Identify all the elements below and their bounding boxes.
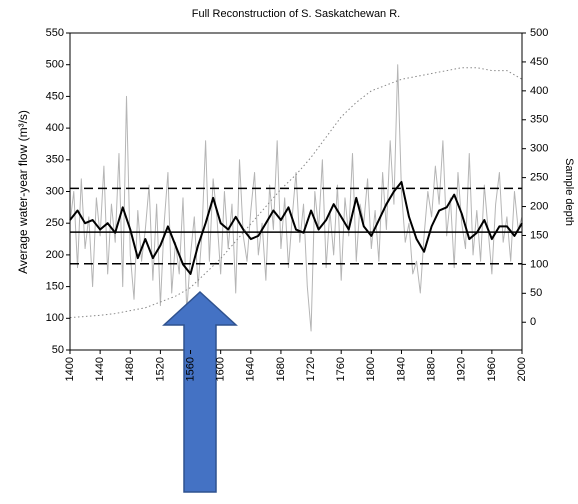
y-axis-label: Average water-year flow (m³/s) [16, 110, 30, 274]
y-tick-label: 150 [46, 281, 64, 293]
y2-axis-label: Sample depth [563, 158, 575, 226]
chart-title: Full Reconstruction of S. Saskatchewan R… [192, 8, 400, 20]
series-line [69, 67, 523, 319]
x-tick-label: 1880 [426, 357, 438, 381]
y-tick-label: 250 [46, 217, 64, 229]
x-tick-label: 1600 [215, 357, 227, 381]
arrow-annotation [162, 290, 238, 493]
y2-tick-label: 400 [530, 85, 548, 97]
series-line [69, 64, 523, 332]
y-tick-label: 350 [46, 154, 64, 166]
y-tick-label: 50 [52, 344, 64, 356]
y-tick-label: 100 [46, 312, 64, 324]
x-tick-label: 1680 [275, 357, 287, 381]
y2-tick-label: 50 [530, 287, 542, 299]
y2-tick-label: 350 [530, 114, 548, 126]
y2-tick-label: 0 [530, 316, 536, 328]
y2-tick-label: 250 [530, 172, 548, 184]
y2-tick-label: 450 [530, 56, 548, 68]
x-tick-label: 1920 [456, 357, 468, 381]
plot-frame [69, 32, 523, 351]
y2-tick-label: 150 [530, 229, 548, 241]
y2-tick-label: 500 [530, 27, 548, 39]
y2-tick-label: 200 [530, 200, 548, 212]
x-tick-label: 1720 [305, 357, 317, 381]
x-tick-label: 1480 [124, 357, 136, 381]
y2-tick-label: 300 [530, 143, 548, 155]
x-tick-label: 1800 [365, 357, 377, 381]
x-tick-label: 1400 [64, 357, 76, 381]
y2-tick-label: 100 [530, 258, 548, 270]
y-tick-label: 400 [46, 122, 64, 134]
x-tick-label: 1960 [486, 357, 498, 381]
y-tick-label: 500 [46, 59, 64, 71]
x-tick-label: 1560 [184, 357, 196, 381]
y-tick-label: 550 [46, 27, 64, 39]
y-tick-label: 200 [46, 249, 64, 261]
series-line [69, 180, 523, 275]
x-tick-label: 1520 [154, 357, 166, 381]
x-tick-label: 1840 [395, 357, 407, 381]
x-tick-label: 1440 [94, 357, 106, 381]
x-tick-label: 2000 [516, 357, 528, 381]
x-tick-label: 1760 [335, 357, 347, 381]
x-tick-label: 1640 [245, 357, 257, 381]
y-tick-label: 450 [46, 90, 64, 102]
plot-area [69, 64, 523, 332]
y-tick-label: 300 [46, 185, 64, 197]
